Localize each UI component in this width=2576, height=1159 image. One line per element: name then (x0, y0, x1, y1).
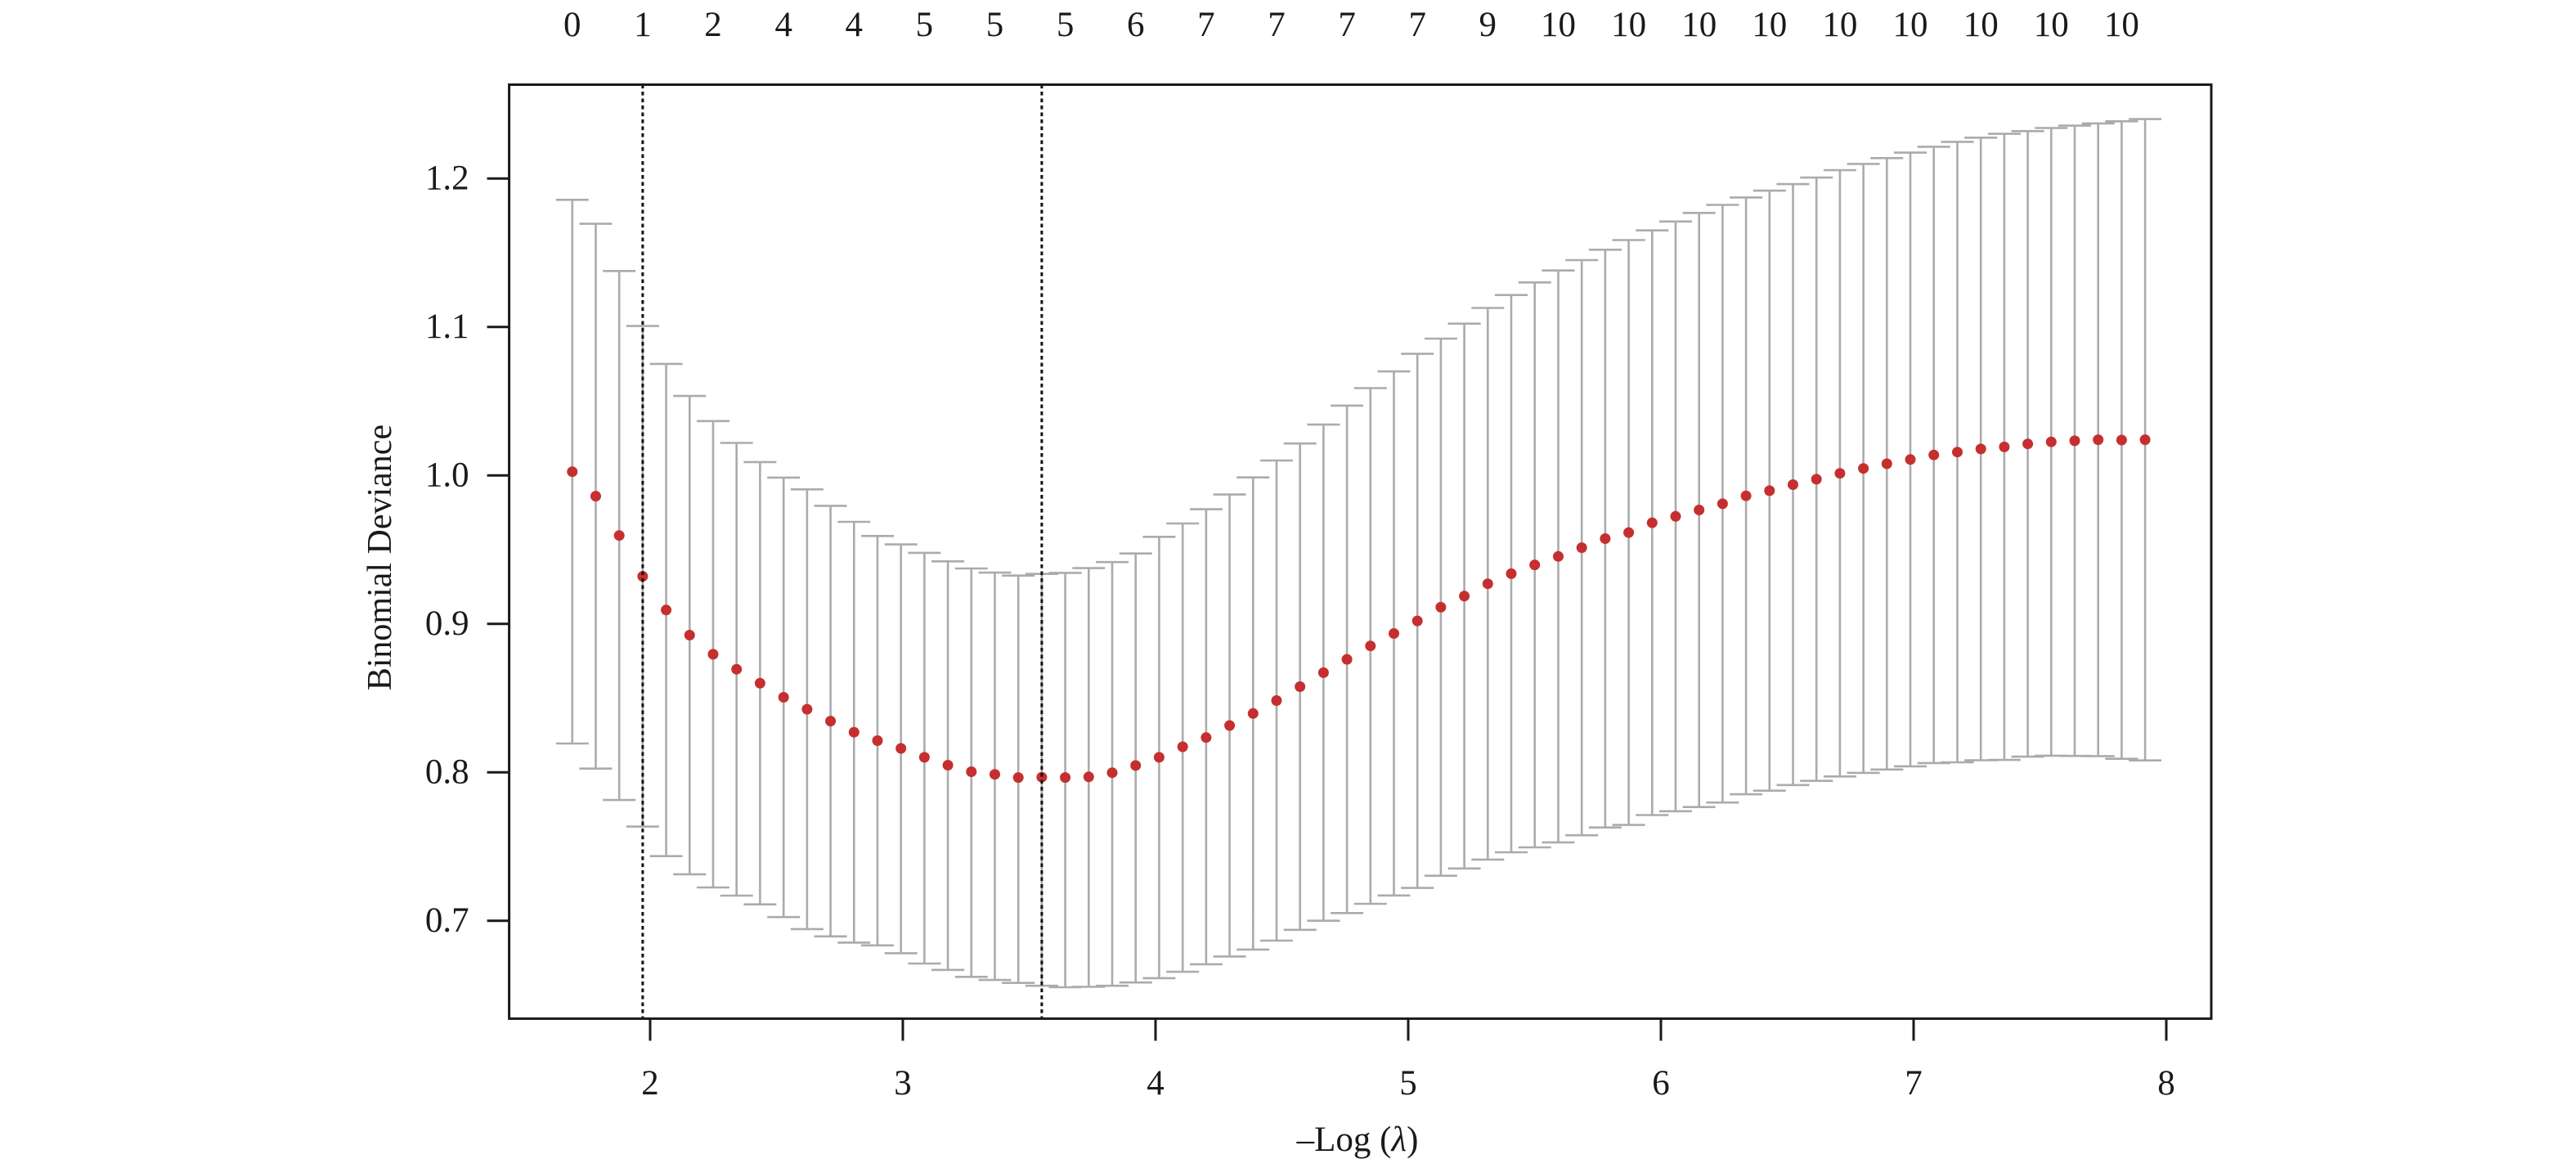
svg-text:6: 6 (1652, 1064, 1670, 1103)
svg-text:10: 10 (1893, 6, 1928, 44)
svg-text:1: 1 (634, 6, 652, 44)
svg-text:7: 7 (1338, 6, 1356, 44)
svg-text:5: 5 (1057, 6, 1075, 44)
svg-text:4: 4 (774, 6, 792, 44)
svg-text:7: 7 (1408, 6, 1426, 44)
svg-text:1.0: 1.0 (425, 456, 469, 495)
svg-text:1.2: 1.2 (425, 159, 469, 198)
svg-text:10: 10 (1752, 6, 1787, 44)
svg-text:10: 10 (2034, 6, 2069, 44)
svg-text:0.7: 0.7 (425, 901, 469, 940)
svg-text:5: 5 (916, 6, 934, 44)
svg-text:7: 7 (1197, 6, 1215, 44)
svg-text:6: 6 (1127, 6, 1145, 44)
svg-text:10: 10 (1541, 6, 1576, 44)
svg-text:10: 10 (1822, 6, 1857, 44)
svg-text:4: 4 (1147, 1064, 1165, 1103)
svg-text:7: 7 (1268, 6, 1286, 44)
svg-text:10: 10 (1681, 6, 1717, 44)
svg-text:10: 10 (1963, 6, 1999, 44)
svg-text:3: 3 (894, 1064, 912, 1103)
svg-text:0: 0 (563, 6, 581, 44)
svg-text:0.8: 0.8 (425, 753, 469, 792)
svg-text:8: 8 (2157, 1064, 2175, 1103)
svg-text:2: 2 (641, 1064, 659, 1103)
svg-text:–Log (λ): –Log (λ) (1296, 1121, 1419, 1159)
svg-text:5: 5 (986, 6, 1004, 44)
svg-text:10: 10 (2104, 6, 2139, 44)
svg-text:2: 2 (704, 6, 722, 44)
svg-text:Binomial Deviance: Binomial Deviance (361, 425, 399, 690)
svg-text:9: 9 (1479, 6, 1497, 44)
svg-text:4: 4 (846, 6, 864, 44)
svg-text:5: 5 (1399, 1064, 1417, 1103)
svg-text:10: 10 (1611, 6, 1646, 44)
svg-text:7: 7 (1905, 1064, 1923, 1103)
svg-text:0.9: 0.9 (425, 604, 469, 643)
svg-text:1.1: 1.1 (425, 308, 469, 346)
